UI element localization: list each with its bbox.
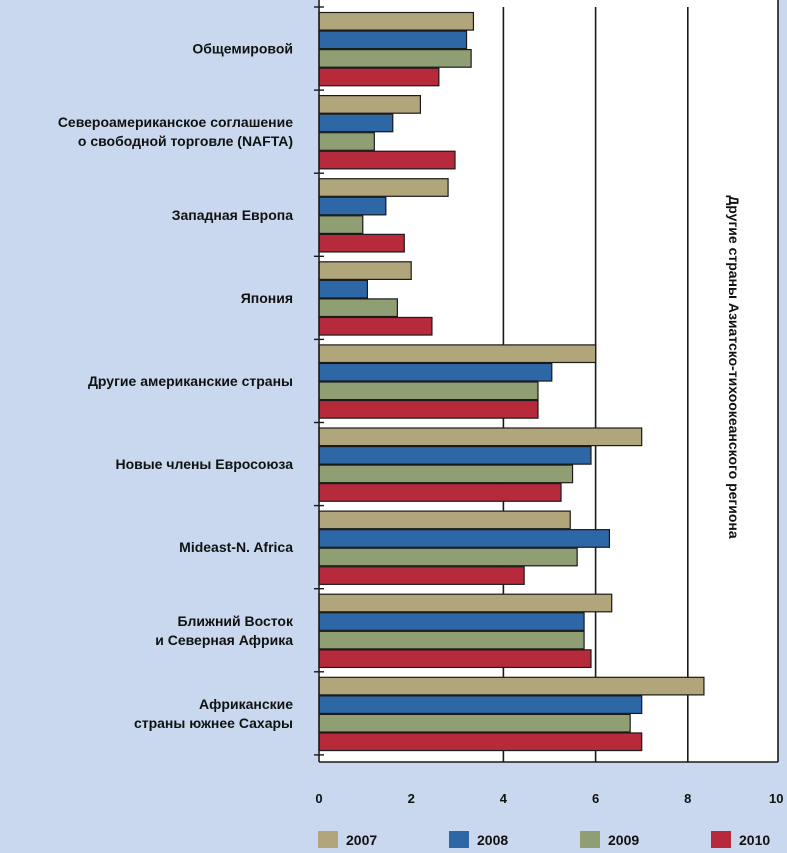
bar-2007 — [318, 427, 643, 447]
x-tick-label: 6 — [592, 791, 599, 806]
bar-2008 — [318, 529, 611, 548]
bar-2010 — [318, 150, 456, 170]
x-tick-label: 8 — [684, 791, 691, 806]
x-tick-label: 2 — [408, 791, 415, 806]
bar-2008 — [318, 695, 643, 715]
category-label: Mideast-N. Africa — [179, 539, 293, 555]
category-labels: Общемировой Североамериканское соглашение… — [58, 41, 294, 731]
bar-2009 — [318, 298, 398, 318]
bar-2008 — [318, 612, 585, 631]
bar-2010 — [318, 67, 440, 87]
category-label: и Северная Африка — [155, 632, 293, 648]
legend-label: 2008 — [477, 832, 508, 848]
side-annotation: Другие страны Азиатско-тихоокеанского ре… — [726, 195, 742, 539]
legend: 2007 2008 2009 2010 — [318, 831, 770, 848]
category-label: страны южнее Сахары — [134, 715, 293, 731]
bar-2009 — [318, 215, 364, 235]
bar-2010 — [318, 732, 643, 752]
bar-2008 — [318, 30, 468, 50]
bar-2008 — [318, 279, 369, 299]
bar-2009 — [318, 48, 472, 68]
bar-2010 — [318, 316, 433, 336]
bar-2009 — [318, 381, 539, 401]
bar-2008 — [318, 196, 387, 216]
bar-2008 — [318, 362, 553, 382]
axes — [314, 0, 779, 763]
bar-2009 — [318, 713, 631, 733]
bar-2007 — [318, 676, 705, 696]
bar-2010 — [318, 566, 525, 585]
category-label: Западная Европа — [172, 207, 293, 223]
legend-swatch-2010 — [711, 831, 731, 848]
legend-swatch-2007 — [318, 831, 338, 848]
bar-2010 — [318, 649, 592, 669]
x-tick-label: 10 — [769, 791, 783, 806]
category-label: Другие американские страны — [88, 373, 293, 389]
bar-2010 — [318, 483, 562, 502]
bar-2007 — [318, 344, 597, 364]
legend-label: 2007 — [346, 832, 377, 848]
bar-2010 — [318, 233, 405, 253]
bar-2010 — [318, 399, 539, 419]
bar-2009 — [318, 464, 574, 484]
x-tick-label: 0 — [315, 791, 322, 806]
legend-swatch-2008 — [449, 831, 469, 848]
bar-2008 — [318, 113, 394, 133]
bar-2009 — [318, 132, 375, 151]
category-label: о свободной торговле (NAFTA) — [78, 133, 293, 149]
x-tick-label: 4 — [500, 791, 508, 806]
bar-2008 — [318, 445, 592, 465]
bar-2007 — [318, 178, 449, 197]
category-label: Япония — [241, 290, 293, 306]
category-label: Североамериканское соглашение — [58, 114, 293, 130]
bar-2009 — [318, 547, 578, 567]
category-label: Новые члены Евросоюза — [115, 456, 293, 472]
category-label: Общемировой — [192, 41, 293, 57]
legend-swatch-2009 — [580, 831, 600, 848]
bar-2009 — [318, 630, 585, 650]
bar-2007 — [318, 510, 571, 530]
bar-2007 — [318, 94, 422, 114]
legend-label: 2009 — [608, 832, 639, 848]
bar-2007 — [318, 11, 475, 31]
legend-label: 2010 — [739, 832, 770, 848]
bar-2007 — [318, 593, 613, 613]
x-tick-labels: 0 2 4 6 8 10 — [315, 791, 783, 806]
category-label: Африканские — [199, 696, 293, 712]
category-label: Ближний Восток — [177, 613, 294, 629]
bar-2007 — [318, 261, 412, 280]
